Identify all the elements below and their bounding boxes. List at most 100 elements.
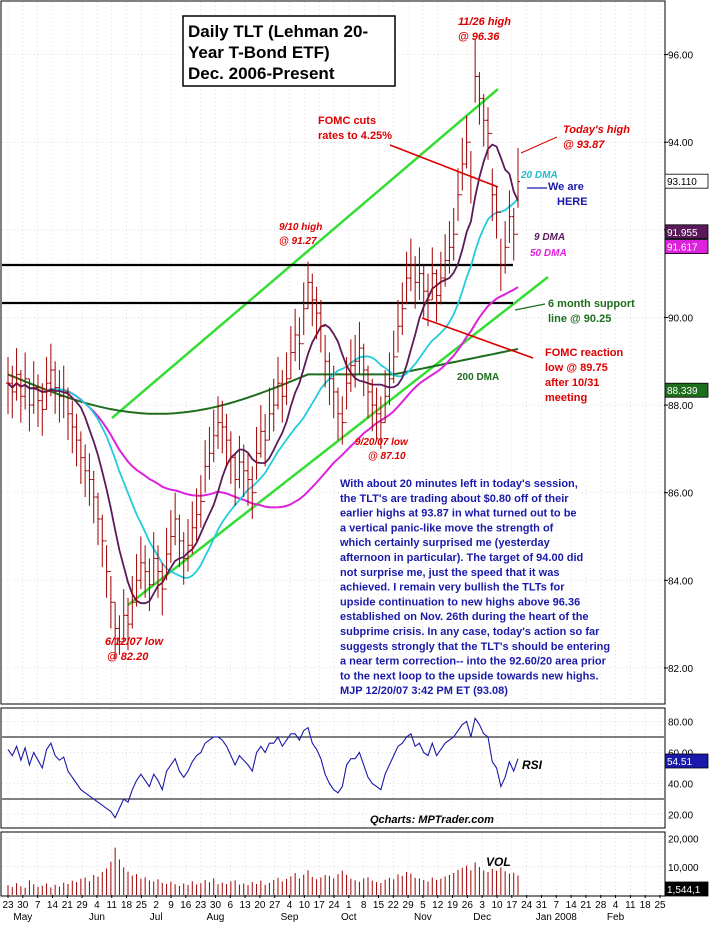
price-bar <box>357 321 362 375</box>
date-axis-label: 21 <box>580 900 592 911</box>
price-bar <box>331 365 336 419</box>
price-axis-label: 94.00 <box>668 138 693 149</box>
date-axis-label: 17 <box>506 900 518 911</box>
price-bar <box>314 286 319 340</box>
price-bar <box>447 221 452 274</box>
price-bar <box>246 453 250 506</box>
price-bar <box>318 299 323 353</box>
price-bar <box>233 453 238 506</box>
date-axis-label: 4 <box>94 900 100 911</box>
date-axis-label: 24 <box>521 900 533 911</box>
price-bar <box>254 426 259 494</box>
commentary-line: to the next loop to the upside towards n… <box>340 670 599 682</box>
price-bar <box>14 348 19 401</box>
label-20dma: 20 DMA <box>520 170 558 181</box>
price-bar <box>53 361 58 414</box>
price-bar <box>181 532 186 585</box>
volume-panel <box>0 831 666 897</box>
price-bar <box>160 562 165 616</box>
source-label: Qcharts: MPTrader.com <box>370 814 494 826</box>
price-bar <box>147 558 152 611</box>
fomc-reaction-arrow <box>421 317 534 359</box>
annot-low-612-l1: 6/12/07 low <box>105 636 165 648</box>
price-bar <box>408 238 413 292</box>
price-bar <box>391 330 396 384</box>
price-axis-label: 86.00 <box>668 489 693 500</box>
price-bar <box>430 247 435 301</box>
price-bar <box>18 370 23 423</box>
price-bar <box>203 440 208 502</box>
price-bar <box>143 545 148 598</box>
date-axis-label: 23 <box>195 900 207 911</box>
date-axis-label: 26 <box>462 900 474 911</box>
price-bar <box>220 400 225 454</box>
date-axis-label: 3 <box>479 900 485 911</box>
price-bar <box>276 356 280 410</box>
date-axis-label: 15 <box>373 900 385 911</box>
support-pointer <box>514 303 546 311</box>
commentary-line: MJP 12/20/07 3:42 PM ET (93.08) <box>340 685 508 697</box>
rsi-label: RSI <box>522 758 543 772</box>
price-bar <box>126 597 130 651</box>
price-bar <box>348 339 353 392</box>
price-bar <box>177 514 182 568</box>
price-bar <box>370 378 375 432</box>
annot-support-l2: line @ 90.25 <box>548 313 611 325</box>
commentary-block: With about 20 minutes left in today's se… <box>339 478 610 697</box>
price-bar <box>451 207 456 261</box>
price-bar <box>511 207 516 261</box>
price-bar <box>23 352 28 410</box>
price-bar <box>228 431 233 484</box>
month-axis-label: Aug <box>207 912 225 923</box>
date-axis-label: 11 <box>625 900 636 911</box>
price-bar <box>490 132 495 222</box>
price-bar <box>413 256 418 309</box>
price-bar <box>164 527 169 590</box>
ma200-line <box>7 348 519 415</box>
price-bar <box>36 374 40 427</box>
date-axis-label: 14 <box>566 900 578 911</box>
price-bar <box>44 356 49 410</box>
date-axis-label: 20 <box>254 900 266 911</box>
price-bar <box>61 365 66 419</box>
vol-axis-label: 10,000 <box>668 863 699 874</box>
price-bar <box>280 370 285 423</box>
ma200-value-tag-bg <box>664 382 709 398</box>
price-bar <box>134 554 139 607</box>
price-bar <box>494 186 499 239</box>
price-bar <box>91 470 96 524</box>
rsi-panel <box>0 707 666 829</box>
date-axis-label: 23 <box>2 900 14 911</box>
annot-low-612-l2: @ 82.20 <box>107 651 149 663</box>
date-axis-label: 28 <box>595 900 607 911</box>
price-bar <box>100 514 105 568</box>
commentary-line: achieved. I remain very bullish the TLTs… <box>340 582 565 594</box>
price-axis-label: 88.00 <box>668 401 693 412</box>
annot-fomc-reaction-l4: meeting <box>545 392 587 404</box>
annot-fomc-cuts-l1: FOMC cuts <box>318 115 376 127</box>
annot-we-are-here-l1: We are <box>548 181 584 193</box>
date-axis-label: 7 <box>553 900 559 911</box>
price-bar <box>70 400 75 454</box>
price-bar <box>263 413 268 467</box>
vol-axis-label: 20,000 <box>668 835 699 846</box>
date-axis-label: 16 <box>180 900 192 911</box>
price-bar <box>66 387 70 441</box>
date-axis-label: 8 <box>361 900 367 911</box>
price-bar <box>190 501 195 555</box>
annot-todays-high-l2: @ 93.87 <box>563 139 605 151</box>
annot-low-920-l1: 9/20/07 low <box>355 437 409 448</box>
channel-upper-line <box>111 88 499 419</box>
annot-high-910-l2: @ 91.27 <box>279 236 317 247</box>
price-bar <box>323 325 328 388</box>
month-axis-label: Oct <box>341 912 357 923</box>
date-axis-label: 2 <box>153 900 159 911</box>
date-axis-label: 4 <box>287 900 293 911</box>
price-bar <box>211 409 216 463</box>
vol-label: VOL <box>486 855 511 869</box>
ma9-value-tag-bg <box>664 224 709 240</box>
price-bar <box>477 72 482 125</box>
price-bar <box>173 492 178 546</box>
rsi-value-tag: 54.51 <box>667 757 692 768</box>
fomc-cuts-arrow <box>389 144 499 188</box>
